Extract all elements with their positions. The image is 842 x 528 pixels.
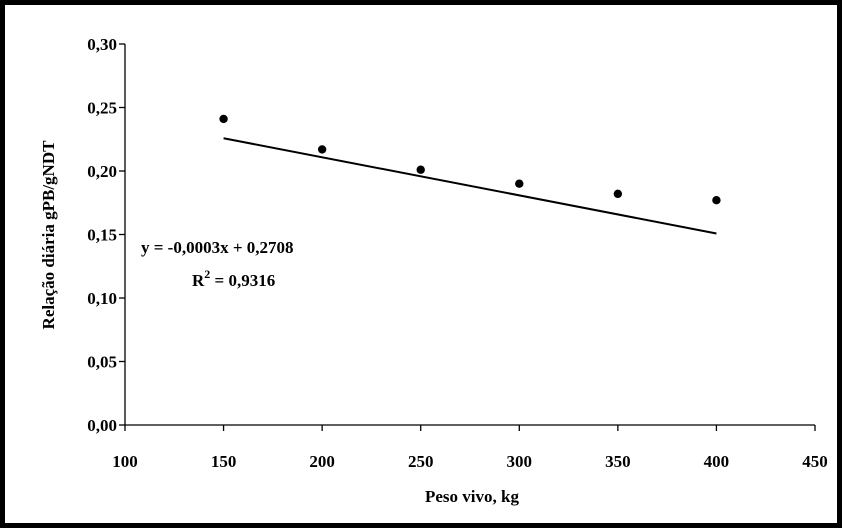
x-tick-label: 200: [309, 452, 335, 471]
y-tick-label: 0,10: [87, 289, 117, 308]
data-points: [219, 114, 721, 205]
y-tick-label: 0,00: [87, 416, 117, 435]
y-tick-label: 0,15: [87, 226, 117, 245]
axes: [124, 44, 815, 426]
data-point: [219, 114, 228, 124]
regression-equation: y = -0,0003x + 0,2708: [141, 238, 294, 257]
y-tick-label: 0,05: [87, 353, 117, 372]
data-point: [712, 196, 721, 205]
trendline: [223, 137, 717, 235]
y-tick-label: 0,20: [87, 162, 117, 181]
x-tick-label: 400: [704, 452, 730, 471]
x-tick-label: 300: [507, 452, 533, 471]
y-axis-ticks: 0,00 0,05 0,10 0,15 0,20 0,25 0,30: [87, 35, 125, 435]
r-squared-superscript: 2: [204, 267, 210, 281]
trendline-group: [223, 137, 717, 235]
x-axis-title: Peso vivo, kg: [425, 487, 519, 506]
x-tick-label: 250: [408, 452, 434, 471]
r-squared-value: = 0,9316: [210, 271, 275, 290]
y-axis-title: Relação diária gPB/gNDT: [39, 140, 58, 330]
data-point: [613, 189, 623, 199]
x-tick-label: 150: [211, 452, 237, 471]
x-axis-ticks: 100 150 200 250 300 350 400 450: [112, 425, 828, 471]
data-point: [317, 145, 327, 154]
x-tick-label: 350: [605, 452, 631, 471]
y-tick-label: 0,25: [87, 99, 117, 118]
data-point: [515, 179, 524, 188]
x-tick-label: 450: [802, 452, 828, 471]
data-point: [416, 165, 425, 174]
r-squared-prefix: R: [192, 271, 205, 290]
r-squared-label: R2 = 0,9316: [192, 267, 275, 290]
y-tick-label: 0,30: [87, 35, 117, 54]
x-tick-label: 100: [112, 452, 138, 471]
